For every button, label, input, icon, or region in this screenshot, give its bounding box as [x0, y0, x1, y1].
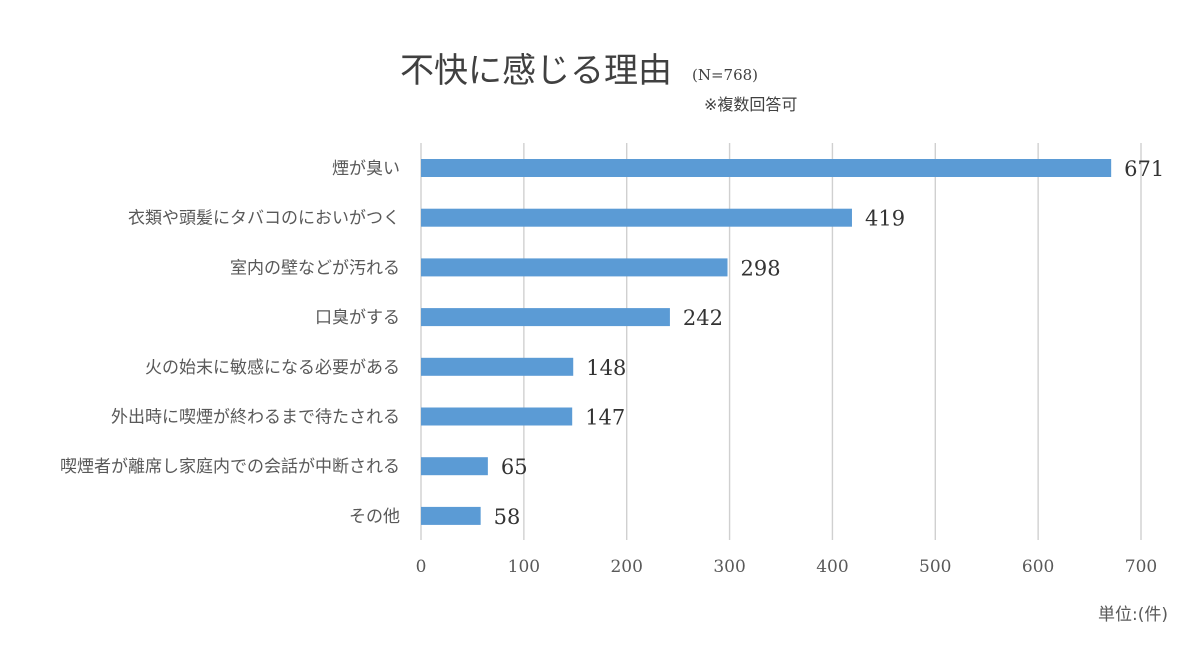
x-tick-label: 100	[508, 557, 540, 577]
bar	[421, 457, 488, 476]
x-tick-label: 0	[416, 557, 427, 577]
chart-subtitle: ※複数回答可	[704, 95, 797, 114]
data-label: 671	[1124, 157, 1164, 181]
chart-title-group: 不快に感じる理由 (N=768) ※複数回答可	[400, 51, 797, 114]
x-tick-label: 700	[1125, 557, 1157, 577]
gridlines	[420, 143, 1142, 540]
x-tick-label: 400	[816, 557, 848, 577]
unit-label: 単位:(件)	[1098, 605, 1168, 625]
data-label: 242	[683, 306, 723, 330]
bar	[421, 159, 1112, 177]
bar	[421, 357, 574, 376]
category-label: 外出時に喫煙が終わるまで待たされる	[111, 408, 400, 428]
data-label: 419	[865, 207, 905, 231]
x-tick-label: 300	[713, 557, 745, 577]
data-label: 148	[586, 356, 626, 380]
chart-sample-size: (N=768)	[692, 66, 758, 84]
bar	[421, 258, 728, 277]
data-label: 65	[501, 455, 528, 479]
bar	[421, 308, 670, 327]
category-label: 喫煙者が離席し家庭内での会話が中断される	[60, 457, 400, 477]
chart-title: 不快に感じる理由	[400, 51, 672, 91]
bar	[421, 208, 852, 227]
data-label: 298	[741, 256, 781, 280]
x-axis-tick-labels: 0 100 200 300 400 500 600 700	[416, 557, 1158, 577]
bars	[421, 159, 1112, 525]
category-label: 煙が臭い	[332, 159, 400, 179]
category-label: 火の始末に敏感になる必要がある	[145, 358, 400, 378]
category-label: 衣類や頭髪にタバコのにおいがつく	[128, 209, 400, 229]
x-tick-label: 600	[1022, 557, 1054, 577]
data-label: 58	[494, 505, 521, 529]
data-labels: 671 419 298 242 148 147 65 58	[494, 157, 1165, 529]
category-labels: 煙が臭い衣類や頭髪にタバコのにおいがつく室内の壁などが汚れる口臭がする火の始末に…	[60, 159, 400, 527]
category-label: その他	[349, 507, 400, 527]
bar	[421, 506, 481, 525]
data-label: 147	[585, 406, 625, 430]
bar	[421, 407, 573, 426]
category-label: 口臭がする	[315, 308, 400, 328]
category-label: 室内の壁などが汚れる	[230, 258, 400, 278]
x-tick-label: 200	[610, 557, 642, 577]
x-tick-label: 500	[919, 557, 951, 577]
